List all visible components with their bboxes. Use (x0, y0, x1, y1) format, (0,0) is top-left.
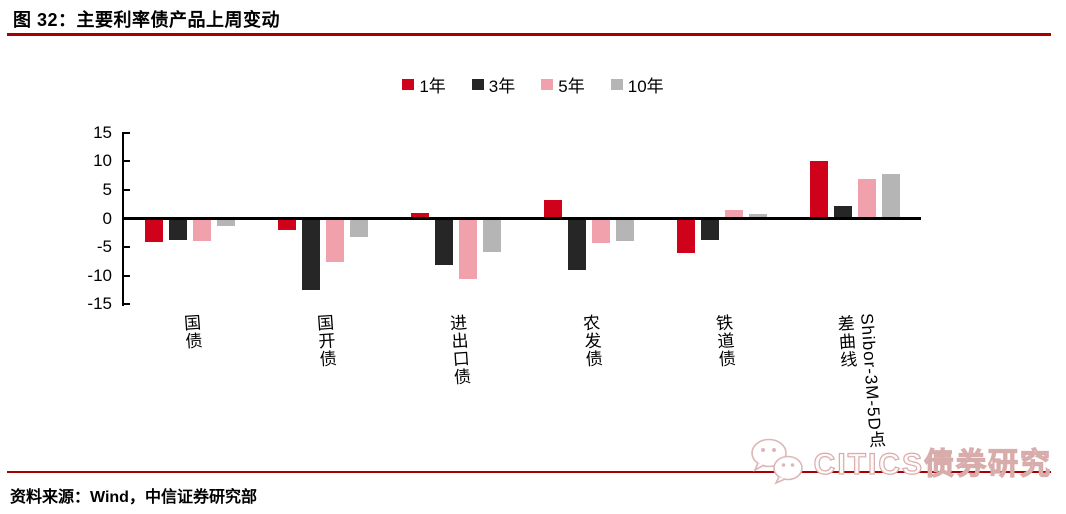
bar-5年-农发债 (591, 218, 610, 243)
legend-label: 5年 (558, 77, 585, 96)
y-axis-tick (122, 246, 130, 249)
bar-3年-铁道债 (700, 218, 719, 240)
legend-swatch-icon (471, 79, 484, 90)
y-axis-tick-label: 10 (93, 151, 112, 171)
y-axis-tick-label: 5 (102, 179, 112, 199)
bar-1年-国债 (145, 218, 164, 242)
title-underline-rule (7, 33, 1051, 36)
bar-10年-国开债 (350, 218, 369, 237)
x-axis-category-label: 铁道债 (712, 313, 735, 369)
legend-item-3年: 3年 (471, 72, 516, 97)
legend-label: 3年 (488, 77, 516, 96)
legend-label: 1年 (419, 77, 446, 96)
bar-10年-国债 (217, 218, 236, 226)
y-axis-tick (122, 131, 130, 134)
zero-baseline (122, 217, 921, 220)
y-axis-tick (122, 188, 130, 191)
bar-1年-农发债 (543, 200, 562, 219)
bar-5年-进出口债 (459, 218, 478, 279)
x-axis-category-label: 进出口债 (446, 313, 471, 387)
bar-3年-国债 (169, 218, 188, 241)
footer-rule (7, 471, 1051, 473)
bar-1年-铁道债 (676, 218, 695, 253)
bar-10年-Shibor-3M-5D点差曲线 (881, 174, 900, 219)
legend-item-5年: 5年 (541, 72, 585, 97)
bar-3年-Shibor-3M-5D点差曲线 (833, 206, 852, 219)
bar-3年-农发债 (567, 218, 586, 271)
bar-1年-进出口债 (411, 213, 430, 219)
legend-item-1年: 1年 (402, 72, 446, 97)
x-axis-category-label: 国债 (180, 313, 203, 351)
x-axis-category-label: 农发债 (579, 313, 603, 369)
legend-item-10年: 10年 (610, 72, 664, 97)
bar-5年-铁道债 (724, 209, 743, 219)
y-axis-tick (122, 303, 130, 306)
figure-title: 图 32：主要利率债产品上周变动 (13, 10, 281, 30)
legend-swatch-icon (610, 79, 623, 90)
legend-swatch-icon (402, 79, 415, 90)
y-axis-tick (122, 160, 130, 163)
source-note: 资料来源：Wind，中信证券研究部 (10, 489, 257, 506)
legend-label: 10年 (627, 77, 664, 96)
bar-1年-Shibor-3M-5D点差曲线 (809, 161, 828, 219)
y-axis-tick-label: -10 (87, 265, 112, 285)
bar-10年-铁道债 (748, 213, 767, 219)
watermark-brand-text: CITICS债券研究 (813, 447, 1052, 481)
brand-watermark: CITICS债券研究 (746, 436, 1052, 486)
bar-5年-国开债 (326, 218, 345, 263)
bar-10年-农发债 (615, 218, 634, 242)
bar-5年-国债 (193, 218, 212, 242)
legend: 1年 3年 5年 10年 (0, 72, 1066, 97)
bar-1年-国开债 (278, 218, 297, 230)
bar-3年-进出口债 (435, 218, 454, 265)
y-axis-tick (122, 274, 130, 277)
x-axis-category-label: 国开债 (313, 313, 337, 369)
y-axis-tick-label: 15 (93, 122, 112, 142)
bar-3年-国开债 (302, 218, 321, 290)
wechat-icon (750, 438, 803, 485)
y-axis-tick-label: -5 (96, 237, 112, 257)
bar-10年-进出口债 (483, 218, 502, 252)
y-axis-tick-label: -15 (87, 294, 112, 314)
legend-swatch-icon (541, 79, 554, 90)
y-axis-tick-label: 0 (102, 208, 112, 228)
bar-5年-Shibor-3M-5D点差曲线 (857, 178, 876, 219)
